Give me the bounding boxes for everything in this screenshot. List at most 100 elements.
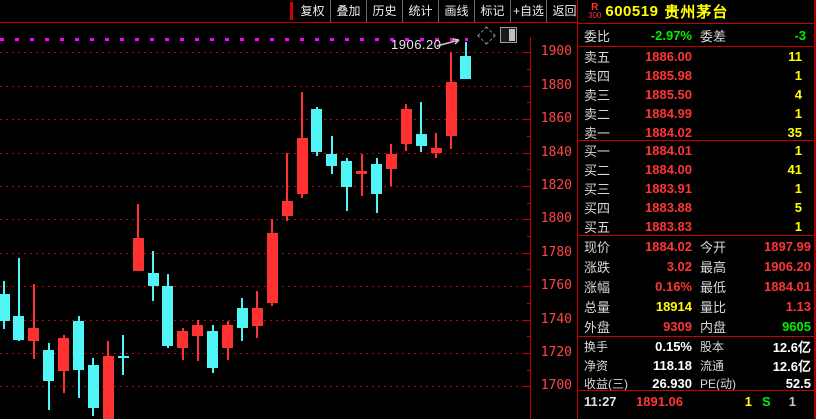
stock-title-row: R 300 600519 贵州茅台 [578, 0, 814, 24]
stock-name: 贵州茅台 [664, 4, 729, 21]
stat-row: 现价 1884.02 今开 1897.99 [578, 237, 814, 256]
candle-wick [420, 102, 423, 153]
axis-tick-major [524, 252, 530, 254]
bid-qty: 1 [794, 143, 802, 158]
axis-tick-major [524, 219, 530, 221]
gridline [0, 386, 524, 388]
axis-tick-minor [527, 236, 530, 237]
gridline [0, 352, 524, 354]
fundamental-row: 换手 0.15% 股本 12.6亿 [578, 337, 814, 356]
axis-tick-major [524, 85, 530, 87]
axis-label: 1880 [540, 77, 572, 93]
candlestick-chart[interactable]: 1906.20 1900 1880 1860 1840 1820 1800 1780 1760… [0, 23, 576, 419]
bid-price: 1884.01 [645, 143, 692, 158]
stat-value: 0.16% [655, 278, 692, 294]
annotation-arrow-icon [436, 38, 460, 47]
fundamental-label: 收益(三) [584, 377, 628, 391]
bid-qty: 41 [787, 162, 802, 177]
candle-wick [32, 284, 35, 360]
candle-wick [435, 132, 438, 158]
weicha-value: -3 [794, 27, 806, 43]
axis-label: 1760 [540, 278, 572, 294]
bid-qty: 1 [794, 219, 802, 234]
ask-row[interactable]: 卖三 1885.50 4 [578, 85, 814, 104]
gridline [0, 152, 524, 154]
toolbar-button-标记[interactable]: 标记 [475, 0, 511, 22]
axis-tick-major [524, 286, 530, 288]
gridline [0, 219, 524, 221]
ask-qty: 4 [794, 87, 802, 102]
candle-body [0, 294, 10, 322]
weibi-row: 委比 -2.97% 委差 -3 [578, 24, 814, 47]
ask-row[interactable]: 卖五 1886.00 11 [578, 47, 814, 66]
ask-price: 1886.00 [645, 49, 692, 64]
toolbar-buttons: 复权 叠加 历史 统计 画线 标记 +自选 返回 [290, 0, 583, 22]
candle-body [207, 331, 219, 368]
toolbar-button-复权[interactable]: 复权 [295, 0, 331, 22]
bid-row[interactable]: 买四 1883.88 5 [578, 198, 814, 217]
stat-value: 1884.01 [764, 278, 811, 294]
stat-row: 总量 18914 量比 1.13 [578, 297, 814, 316]
ask-label: 卖一 [584, 126, 611, 141]
stat-row: 涨跌 3.02 最高 1906.20 [578, 257, 814, 276]
toolbar-button-画线[interactable]: 画线 [439, 0, 475, 22]
candle-body [296, 137, 308, 195]
fundamental-value: 52.5 [785, 376, 811, 391]
ask-price: 1885.50 [645, 87, 692, 102]
bid-qty: 5 [794, 200, 802, 215]
bid-row[interactable]: 买二 1884.00 41 [578, 160, 814, 179]
stat-value: 1884.02 [645, 238, 692, 254]
axis-tick-minor [527, 369, 530, 371]
candle-body [326, 154, 338, 166]
candle-body [177, 331, 189, 348]
candle-body [192, 324, 204, 337]
axis-tick-major [524, 185, 530, 187]
candle-body [400, 109, 412, 145]
toolbar-button-统计[interactable]: 统计 [403, 0, 439, 22]
market-tag: R 300 [588, 1, 602, 20]
axis-tick-major [524, 152, 530, 154]
bid-label: 买三 [584, 182, 611, 197]
diamond-icon[interactable] [477, 26, 496, 45]
stat-value: 1897.99 [764, 238, 811, 254]
axis-tick-minor [527, 269, 530, 271]
axis-tick-major [524, 52, 530, 54]
fundamental-label: 换手 [584, 340, 609, 354]
ask-row[interactable]: 卖二 1884.99 1 [578, 104, 814, 123]
candle-body [147, 272, 159, 287]
axis-label: 1820 [540, 177, 572, 193]
candle-body [281, 200, 293, 216]
bid-row[interactable]: 买五 1883.83 1 [578, 217, 814, 235]
toolbar-button-+自选[interactable]: +自选 [511, 0, 547, 22]
candle-body [87, 364, 99, 408]
high-price-annotation: 1906.20 [391, 37, 442, 52]
bid-row[interactable]: 买三 1883.91 1 [578, 179, 814, 198]
stat-label: 现价 [584, 239, 611, 255]
ask-row[interactable]: 卖一 1884.02 35 [578, 123, 814, 141]
toolbar-button-叠加[interactable]: 叠加 [331, 0, 367, 22]
bid-price: 1884.00 [645, 162, 692, 177]
ask-qty: 11 [788, 49, 802, 64]
bid-row[interactable]: 买一 1884.01 1 [578, 141, 814, 160]
candle-body [251, 307, 263, 327]
fundamental-label: 流通 [700, 359, 725, 373]
candle-wick [196, 319, 199, 362]
bid-label: 买二 [584, 163, 611, 178]
toolbar-button-历史[interactable]: 历史 [367, 0, 403, 22]
toolbar-accent-bar [290, 2, 293, 20]
stat-label: 总量 [584, 299, 611, 315]
toolbar: 复权 叠加 历史 统计 画线 标记 +自选 返回 [0, 0, 583, 23]
ask-row[interactable]: 卖四 1885.98 1 [578, 66, 814, 85]
axis-tick-minor [527, 302, 530, 304]
axis-tick-major [524, 352, 530, 354]
window-restore-icon[interactable] [500, 27, 517, 43]
axis-label: 1840 [540, 144, 572, 160]
ask-qty: 1 [794, 106, 802, 121]
axis-tick-minor [527, 202, 530, 204]
ask-price: 1884.99 [645, 106, 692, 121]
bid-label: 买五 [584, 220, 611, 235]
axis-label: 1860 [540, 111, 572, 127]
axis-label: 1800 [540, 211, 572, 227]
candle-body [117, 356, 129, 359]
ask-price: 1884.02 [645, 125, 692, 140]
